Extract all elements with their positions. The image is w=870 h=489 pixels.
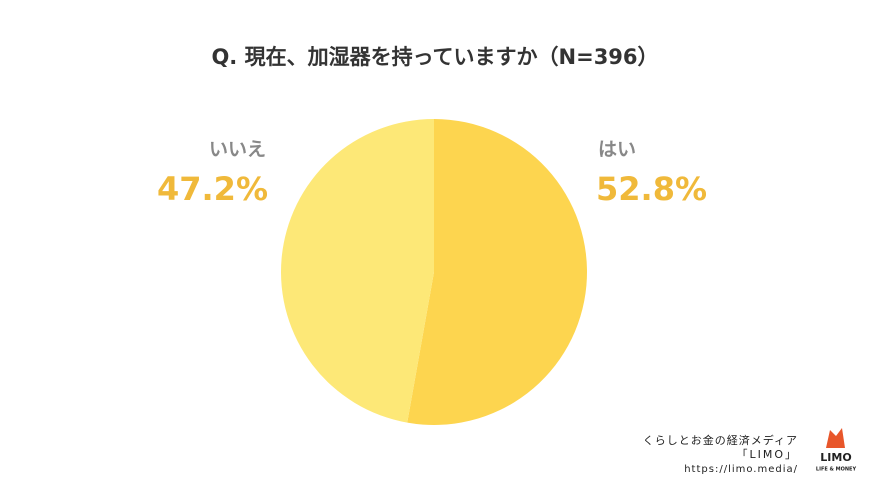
chart-title: Q. 現在、加湿器を持っていますか（N=396） — [211, 45, 658, 69]
logo-icon — [826, 428, 845, 448]
slice-value: 47.2% — [157, 170, 268, 208]
logo-text: LIMO — [820, 451, 851, 464]
slice-label: いいえ — [209, 139, 266, 161]
slice-value: 52.8% — [596, 170, 707, 208]
slice-label: はい — [598, 139, 636, 161]
brand-name: 「LIMO」 — [736, 448, 798, 461]
brand-tagline: くらしとお金の経済メディア — [643, 433, 798, 447]
logo-subtext: LIFE & MONEY — [816, 467, 857, 473]
pie-slice — [280, 119, 434, 423]
pie-slice — [407, 119, 587, 425]
brand-url: https://limo.media/ — [684, 464, 798, 475]
